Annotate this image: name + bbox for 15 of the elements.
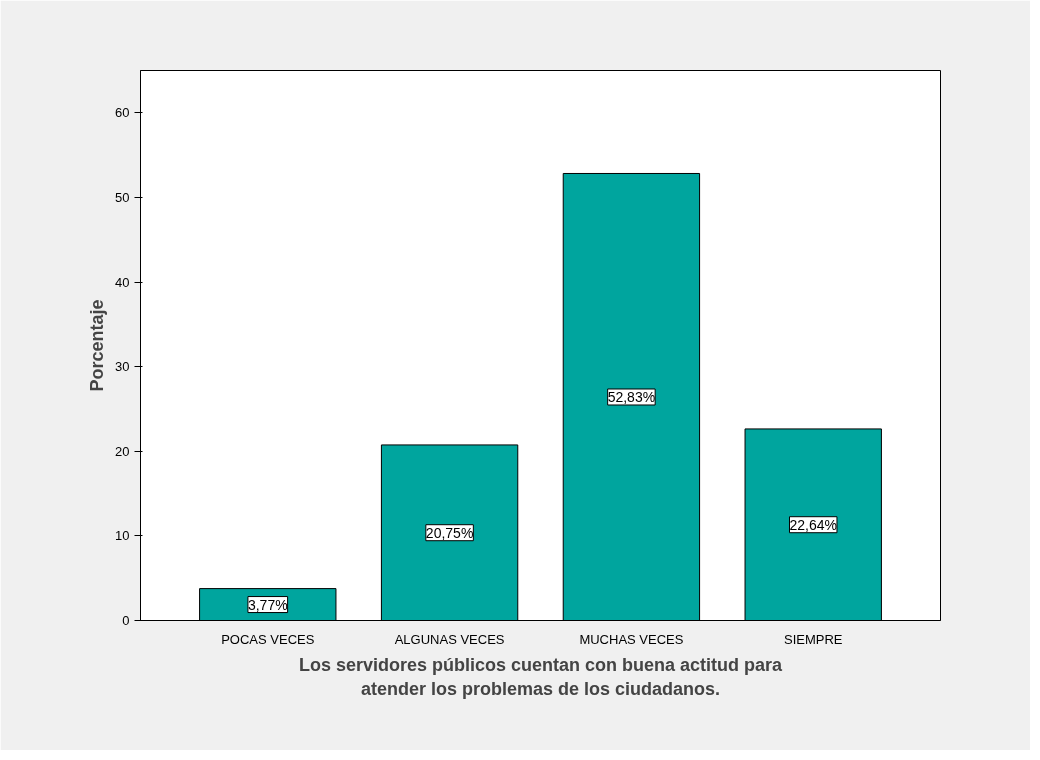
y-axis-title: Porcentaje: [87, 299, 108, 392]
y-tick-label: 50: [115, 189, 130, 205]
y-tick-label: 10: [115, 528, 130, 544]
x-axis-title: Los servidores públicos cuentan con buena actitud para atender los problemas de los ciudadanos.: [298, 654, 784, 699]
y-tick-label: 0: [122, 613, 130, 628]
x-tick-label: SIEMPRE: [783, 631, 843, 647]
x-tick-label: MUCHAS VECES: [579, 631, 684, 647]
y-tick-label: 60: [115, 105, 130, 121]
x-tick-label: POCAS VECES: [221, 631, 315, 647]
y-tick-label: 40: [115, 274, 130, 290]
y-tick-label: 30: [115, 359, 130, 375]
data-label: 20,75%: [425, 524, 474, 541]
x-tick-label: ALGUNAS VECES: [394, 631, 505, 647]
y-tick-label: 20: [115, 443, 130, 459]
data-label: 52,83%: [607, 388, 656, 405]
